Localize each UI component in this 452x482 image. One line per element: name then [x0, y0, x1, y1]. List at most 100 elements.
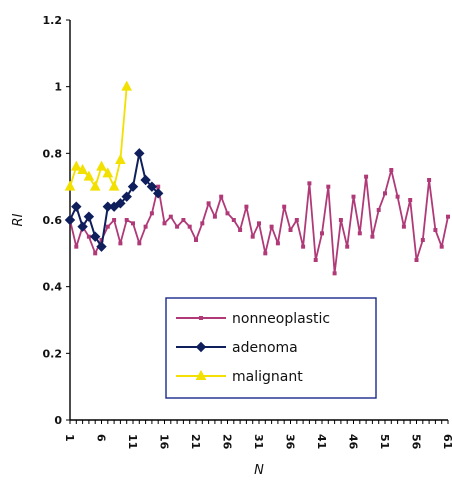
data-point-nonneoplastic	[427, 178, 432, 182]
y-tick-label: 1.2	[43, 14, 63, 27]
data-point-nonneoplastic	[364, 174, 369, 179]
data-point-adenoma	[96, 241, 107, 252]
legend-item-adenoma: adenoma	[176, 340, 298, 356]
data-point-nonneoplastic	[414, 258, 419, 262]
legend-swatch-marker	[195, 341, 207, 353]
x-tick-label: 36	[284, 434, 297, 450]
data-point-nonneoplastic	[395, 194, 400, 199]
data-point-nonneoplastic	[194, 238, 198, 242]
data-point-nonneoplastic	[408, 198, 413, 202]
data-point-nonneoplastic	[175, 224, 180, 229]
data-point-nonneoplastic	[168, 214, 173, 219]
data-point-nonneoplastic	[86, 234, 91, 239]
data-point-malignant	[64, 180, 76, 191]
data-point-nonneoplastic	[389, 168, 394, 172]
x-tick-label: 21	[189, 434, 202, 449]
data-point-malignant	[108, 180, 120, 191]
data-point-nonneoplastic	[345, 244, 350, 249]
axes: 00.20.40.60.811.21 6 11 16 21 26 31 36 41 46 51 56 6…	[11, 14, 452, 478]
data-point-nonneoplastic	[439, 244, 444, 249]
data-point-malignant	[83, 170, 95, 181]
data-point-nonneoplastic	[124, 218, 129, 222]
data-point-adenoma	[64, 214, 76, 226]
data-point-nonneoplastic	[219, 194, 224, 199]
data-point-nonneoplastic	[112, 218, 117, 222]
data-point-adenoma	[77, 221, 88, 232]
legend-swatch-marker	[199, 316, 203, 320]
x-tick-label: 31	[252, 434, 265, 449]
data-point-nonneoplastic	[181, 218, 186, 222]
data-point-nonneoplastic	[320, 231, 324, 236]
y-tick-label: 0.2	[43, 347, 63, 360]
data-point-nonneoplastic	[376, 208, 381, 212]
data-point-adenoma	[83, 211, 95, 222]
data-point-nonneoplastic	[212, 214, 217, 219]
x-axis-title: N	[254, 463, 264, 478]
y-axis-title: RI	[11, 213, 26, 226]
data-point-adenoma	[89, 231, 101, 242]
data-point-nonneoplastic	[200, 221, 205, 226]
data-point-adenoma	[115, 198, 126, 209]
data-point-adenoma	[146, 181, 158, 192]
data-point-nonneoplastic	[263, 251, 268, 256]
data-point-nonneoplastic	[105, 224, 110, 229]
data-point-nonneoplastic	[74, 244, 79, 249]
y-tick-label: 1	[54, 81, 62, 94]
y-tick-label: 0	[54, 414, 62, 427]
x-tick-label: 46	[347, 434, 360, 450]
legend-label: adenoma	[232, 340, 298, 356]
data-point-malignant	[70, 160, 82, 171]
x-tick-label: 41	[315, 434, 328, 449]
legend: nonneoplastic adenoma malignant	[165, 297, 377, 399]
data-point-nonneoplastic	[250, 234, 255, 239]
data-point-nonneoplastic	[231, 218, 236, 222]
x-tick-label: 6	[95, 434, 108, 442]
data-point-nonneoplastic	[357, 231, 362, 236]
data-point-malignant	[96, 160, 107, 171]
data-point-nonneoplastic	[162, 221, 167, 226]
series-layer	[64, 80, 450, 276]
data-point-nonneoplastic	[244, 204, 249, 209]
series-adenoma	[64, 148, 164, 252]
data-point-nonneoplastic	[93, 251, 98, 256]
data-point-malignant	[115, 153, 126, 164]
data-point-nonneoplastic	[275, 241, 280, 246]
data-point-nonneoplastic	[143, 224, 148, 229]
data-point-nonneoplastic	[118, 241, 123, 246]
data-point-nonneoplastic	[137, 241, 142, 246]
data-point-nonneoplastic	[401, 224, 406, 229]
data-point-nonneoplastic	[313, 258, 318, 262]
data-point-nonneoplastic	[370, 234, 375, 239]
data-point-malignant	[102, 167, 114, 178]
data-point-adenoma	[140, 174, 151, 186]
data-point-nonneoplastic	[420, 238, 425, 242]
data-point-nonneoplastic	[446, 214, 450, 219]
x-tick-label: 61	[441, 434, 452, 449]
data-point-nonneoplastic	[269, 224, 274, 229]
data-point-nonneoplastic	[238, 228, 243, 232]
data-point-nonneoplastic	[338, 218, 343, 222]
data-point-nonneoplastic	[307, 181, 312, 186]
legend-item-nonneoplastic: nonneoplastic	[176, 311, 330, 327]
series-nonneoplastic	[68, 168, 450, 276]
data-point-nonneoplastic	[433, 228, 438, 232]
data-point-malignant	[121, 80, 133, 91]
data-point-adenoma	[152, 188, 164, 199]
y-tick-label: 0.8	[43, 147, 63, 160]
data-point-nonneoplastic	[257, 221, 261, 226]
data-point-nonneoplastic	[149, 211, 154, 216]
data-point-malignant	[77, 163, 88, 174]
data-point-adenoma	[121, 191, 132, 202]
data-point-adenoma	[134, 148, 145, 159]
data-point-nonneoplastic	[206, 201, 211, 206]
data-point-nonneoplastic	[383, 191, 387, 196]
legend-swatch-marker	[195, 369, 207, 380]
x-tick-label: 26	[221, 434, 234, 450]
y-tick-label: 0.4	[43, 281, 63, 294]
data-point-nonneoplastic	[156, 184, 161, 189]
data-point-adenoma	[127, 181, 139, 192]
data-point-nonneoplastic	[301, 244, 306, 249]
data-point-malignant	[89, 180, 101, 191]
data-point-nonneoplastic	[332, 271, 337, 276]
series-malignant	[64, 80, 133, 191]
